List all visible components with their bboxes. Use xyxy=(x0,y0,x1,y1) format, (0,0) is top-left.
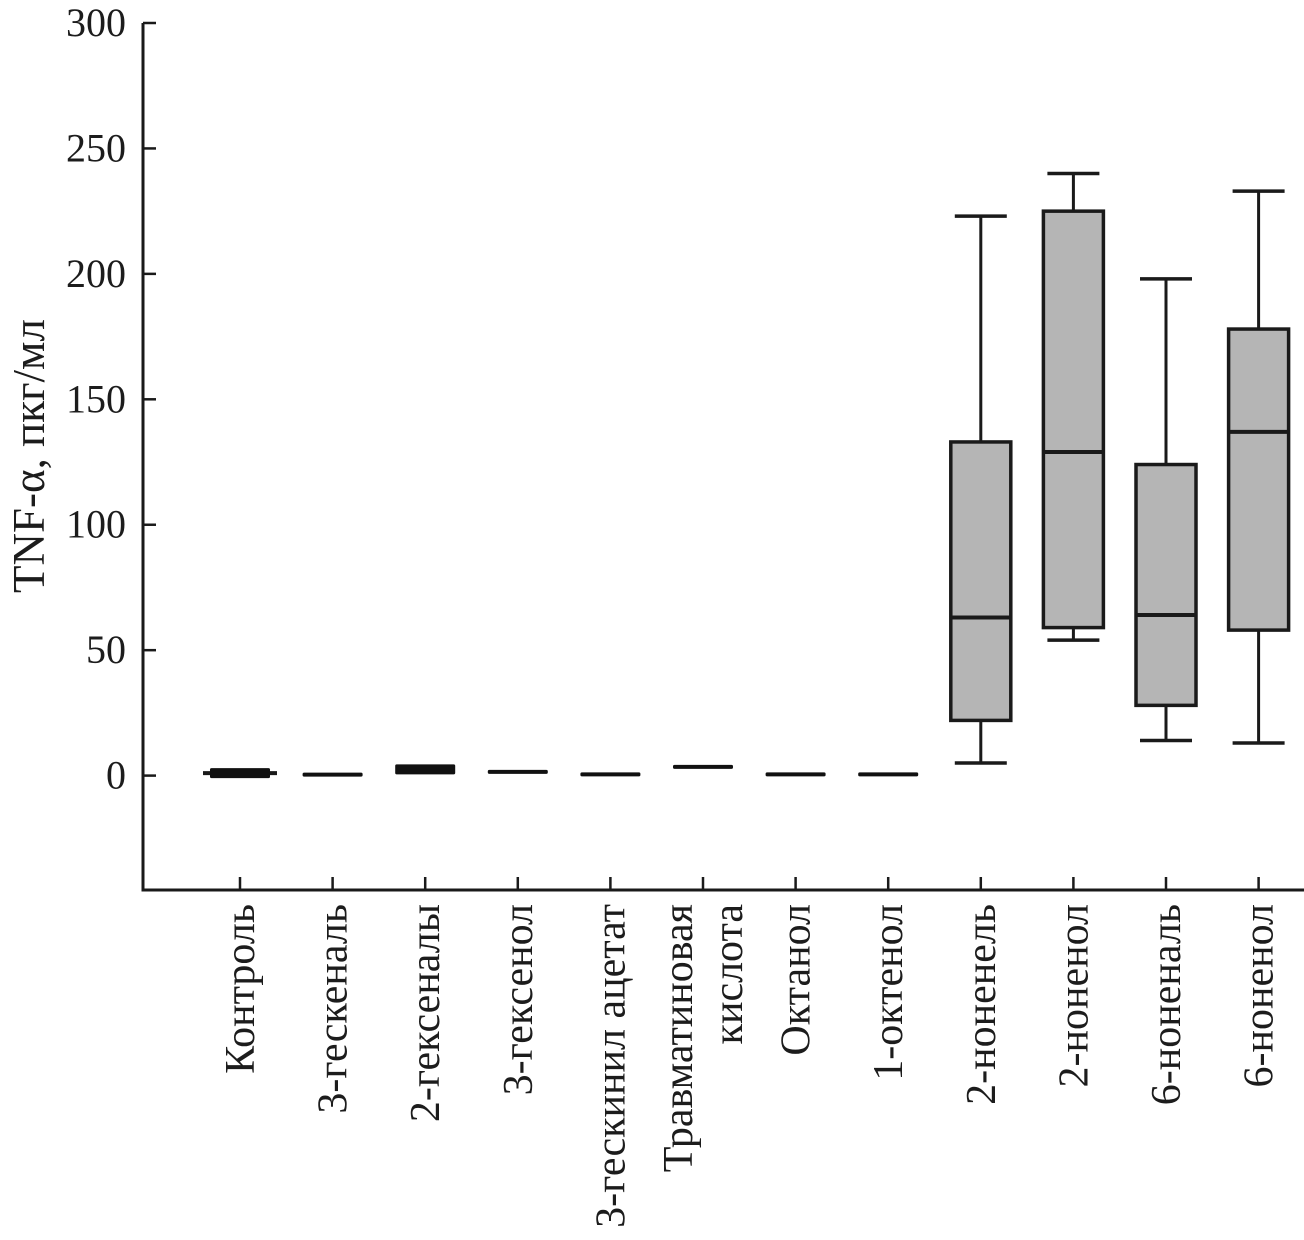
x-category-label: Травматиновая xyxy=(656,904,702,1172)
collapsed-box xyxy=(487,769,548,774)
collapsed-box xyxy=(302,772,363,777)
x-category-label: 2-ноненол xyxy=(1051,904,1097,1087)
x-category-label: кислота xyxy=(706,904,752,1045)
x-category-label: 2-ноненель xyxy=(959,904,1005,1105)
x-category-label: 3-гескеналь xyxy=(311,904,357,1114)
collapsed-box xyxy=(580,772,641,777)
y-tick-label: 50 xyxy=(86,627,126,672)
y-tick-label: 150 xyxy=(66,376,126,421)
x-category-label: 2-гексеналы xyxy=(403,904,449,1122)
y-axis-title: TNF-α, пкг/мл xyxy=(4,319,54,593)
collapsed-box xyxy=(210,768,270,779)
collapsed-box xyxy=(765,772,826,777)
box-rect xyxy=(949,440,1013,723)
collapsed-box xyxy=(858,772,919,777)
collapsed-box xyxy=(395,764,456,775)
y-tick-label: 0 xyxy=(106,753,126,798)
y-tick-label: 300 xyxy=(66,0,126,45)
x-category-label: Контроль xyxy=(218,904,264,1074)
x-category-label: 6-ноненол xyxy=(1237,904,1283,1087)
x-category-label: 3-гескинил ацетат xyxy=(588,904,634,1228)
y-tick-label: 100 xyxy=(66,502,126,547)
x-category-label: 1-октенол xyxy=(866,904,912,1081)
box-rect xyxy=(1226,327,1291,632)
box-rect xyxy=(1041,209,1106,630)
x-category-label: 6-ноненаль xyxy=(1144,904,1190,1105)
collapsed-box xyxy=(673,764,733,769)
y-tick-label: 200 xyxy=(66,251,126,296)
box-rect xyxy=(1134,462,1198,708)
x-category-label: 3-гексенол xyxy=(496,904,542,1095)
x-category-label: Октанол xyxy=(774,904,820,1056)
y-tick-label: 250 xyxy=(66,125,126,170)
